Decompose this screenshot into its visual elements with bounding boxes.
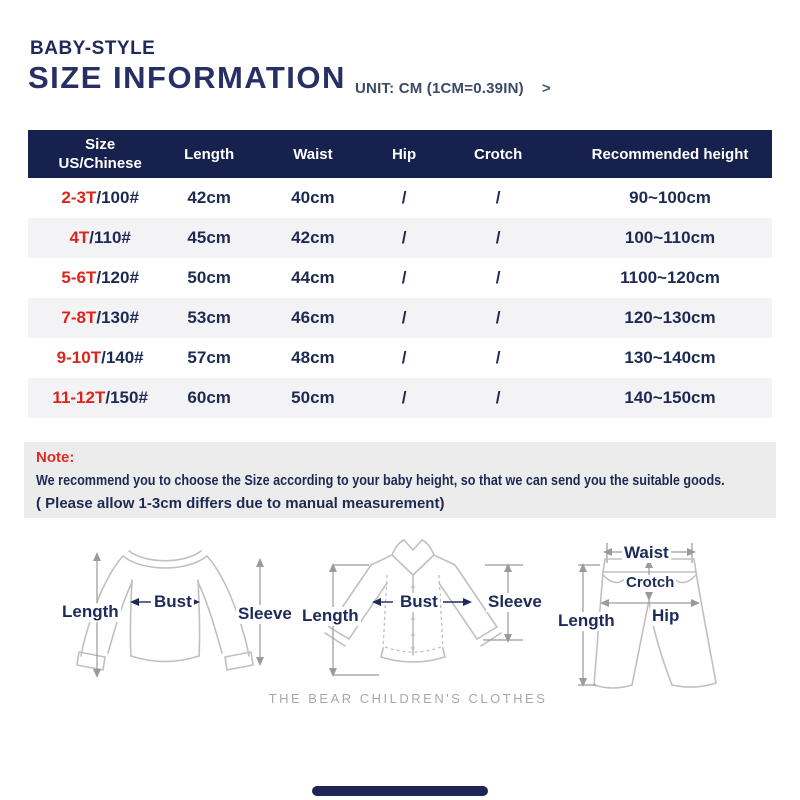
height-cell: 90~100cm <box>629 188 711 207</box>
height-cell: 100~110cm <box>624 228 716 247</box>
length-cell: 45cm <box>187 228 231 247</box>
footer-brand-line: THE BEAR CHILDREN'S CLOTHES <box>268 691 548 706</box>
note-line-1: We recommend you to choose the Size acco… <box>36 472 725 489</box>
waist-cell: 42cm <box>291 228 335 247</box>
size-cell: 7-8T/130# <box>61 308 139 327</box>
height-cell: 120~130cm <box>624 308 716 327</box>
unit-note-text: UNIT: CM (1CM=0.39IN) <box>355 80 524 97</box>
size-cell: 11-12T/150# <box>52 388 148 407</box>
length-cell: 42cm <box>187 188 231 207</box>
shirt-diagram <box>324 539 523 677</box>
bottom-accent-bar <box>312 786 488 796</box>
waist-cell: 40cm <box>291 188 335 207</box>
size-cell: 2-3T/100# <box>61 188 139 207</box>
size-table: Size US/Chinese Length Waist Hip Crotch … <box>28 130 772 418</box>
header-length: Length <box>184 145 235 163</box>
page-title: SIZE INFORMATION <box>28 60 346 95</box>
crotch-cell: / <box>495 348 501 367</box>
waist-cell: 44cm <box>291 268 335 287</box>
size-cell: 5-6T/120# <box>61 268 139 287</box>
crotch-cell: / <box>495 308 501 327</box>
crotch-cell: / <box>495 188 501 207</box>
hip-cell: / <box>401 228 407 247</box>
size-cell: 4T/110# <box>69 228 131 247</box>
sweater-length-label: Length <box>60 602 121 622</box>
table-row: 7-8T/130# 53cm 46cm / / 120~130cm <box>28 298 772 338</box>
note-box: Note: We recommend you to choose the Siz… <box>24 442 776 518</box>
height-cell: 130~140cm <box>624 348 716 367</box>
pants-length-label: Length <box>556 611 617 631</box>
header-crotch: Crotch <box>473 145 523 163</box>
header-recommended-height: Recommended height <box>591 145 749 163</box>
waist-cell: 46cm <box>291 308 335 327</box>
waist-cell: 48cm <box>291 348 335 367</box>
sweater-bust-label: Bust <box>152 592 194 612</box>
crotch-cell: / <box>495 228 501 247</box>
crotch-cell: / <box>495 388 501 407</box>
hip-cell: / <box>401 268 407 287</box>
hip-cell: / <box>401 348 407 367</box>
pants-waist-label: Waist <box>622 543 671 563</box>
unit-note: UNIT: CM (1CM=0.39IN) > <box>355 80 551 97</box>
note-line-2: ( Please allow 1-3cm differs due to manu… <box>36 495 445 512</box>
header-waist: Waist <box>293 145 333 163</box>
table-row: 11-12T/150# 60cm 50cm / / 140~150cm <box>28 378 772 418</box>
hip-cell: / <box>401 308 407 327</box>
table-row: 5-6T/120# 50cm 44cm / / 1100~120cm <box>28 258 772 298</box>
crotch-cell: / <box>495 268 501 287</box>
sweater-sleeve-label: Sleeve <box>236 604 294 624</box>
table-header-row: Size US/Chinese Length Waist Hip Crotch … <box>28 130 772 178</box>
note-label: Note: <box>36 449 75 466</box>
length-cell: 50cm <box>187 268 231 287</box>
table-row: 9-10T/140# 57cm 48cm / / 130~140cm <box>28 338 772 378</box>
table-row: 2-3T/100# 42cm 40cm / / 90~100cm <box>28 178 772 218</box>
header-hip: Hip <box>391 145 417 163</box>
size-cell: 9-10T/140# <box>56 348 144 367</box>
brand-name: BABY-STYLE <box>30 38 156 59</box>
hip-cell: / <box>401 188 407 207</box>
shirt-bust-label: Bust <box>398 592 440 612</box>
shirt-sleeve-label: Sleeve <box>486 592 544 612</box>
length-cell: 53cm <box>187 308 231 327</box>
height-cell: 140~150cm <box>624 388 716 407</box>
chevron-right-icon: > <box>541 80 551 97</box>
hip-cell: / <box>401 388 407 407</box>
table-row: 4T/110# 45cm 42cm / / 100~110cm <box>28 218 772 258</box>
length-cell: 57cm <box>187 348 231 367</box>
shirt-length-label: Length <box>300 606 361 626</box>
pants-crotch-label: Crotch <box>624 574 677 592</box>
waist-cell: 50cm <box>291 388 335 407</box>
length-cell: 60cm <box>187 388 231 407</box>
height-cell: 1100~120cm <box>620 268 720 287</box>
pants-hip-label: Hip <box>650 606 682 626</box>
header-size: Size US/Chinese <box>58 135 142 173</box>
measurement-diagrams: Length Bust Sleeve <box>0 535 800 700</box>
